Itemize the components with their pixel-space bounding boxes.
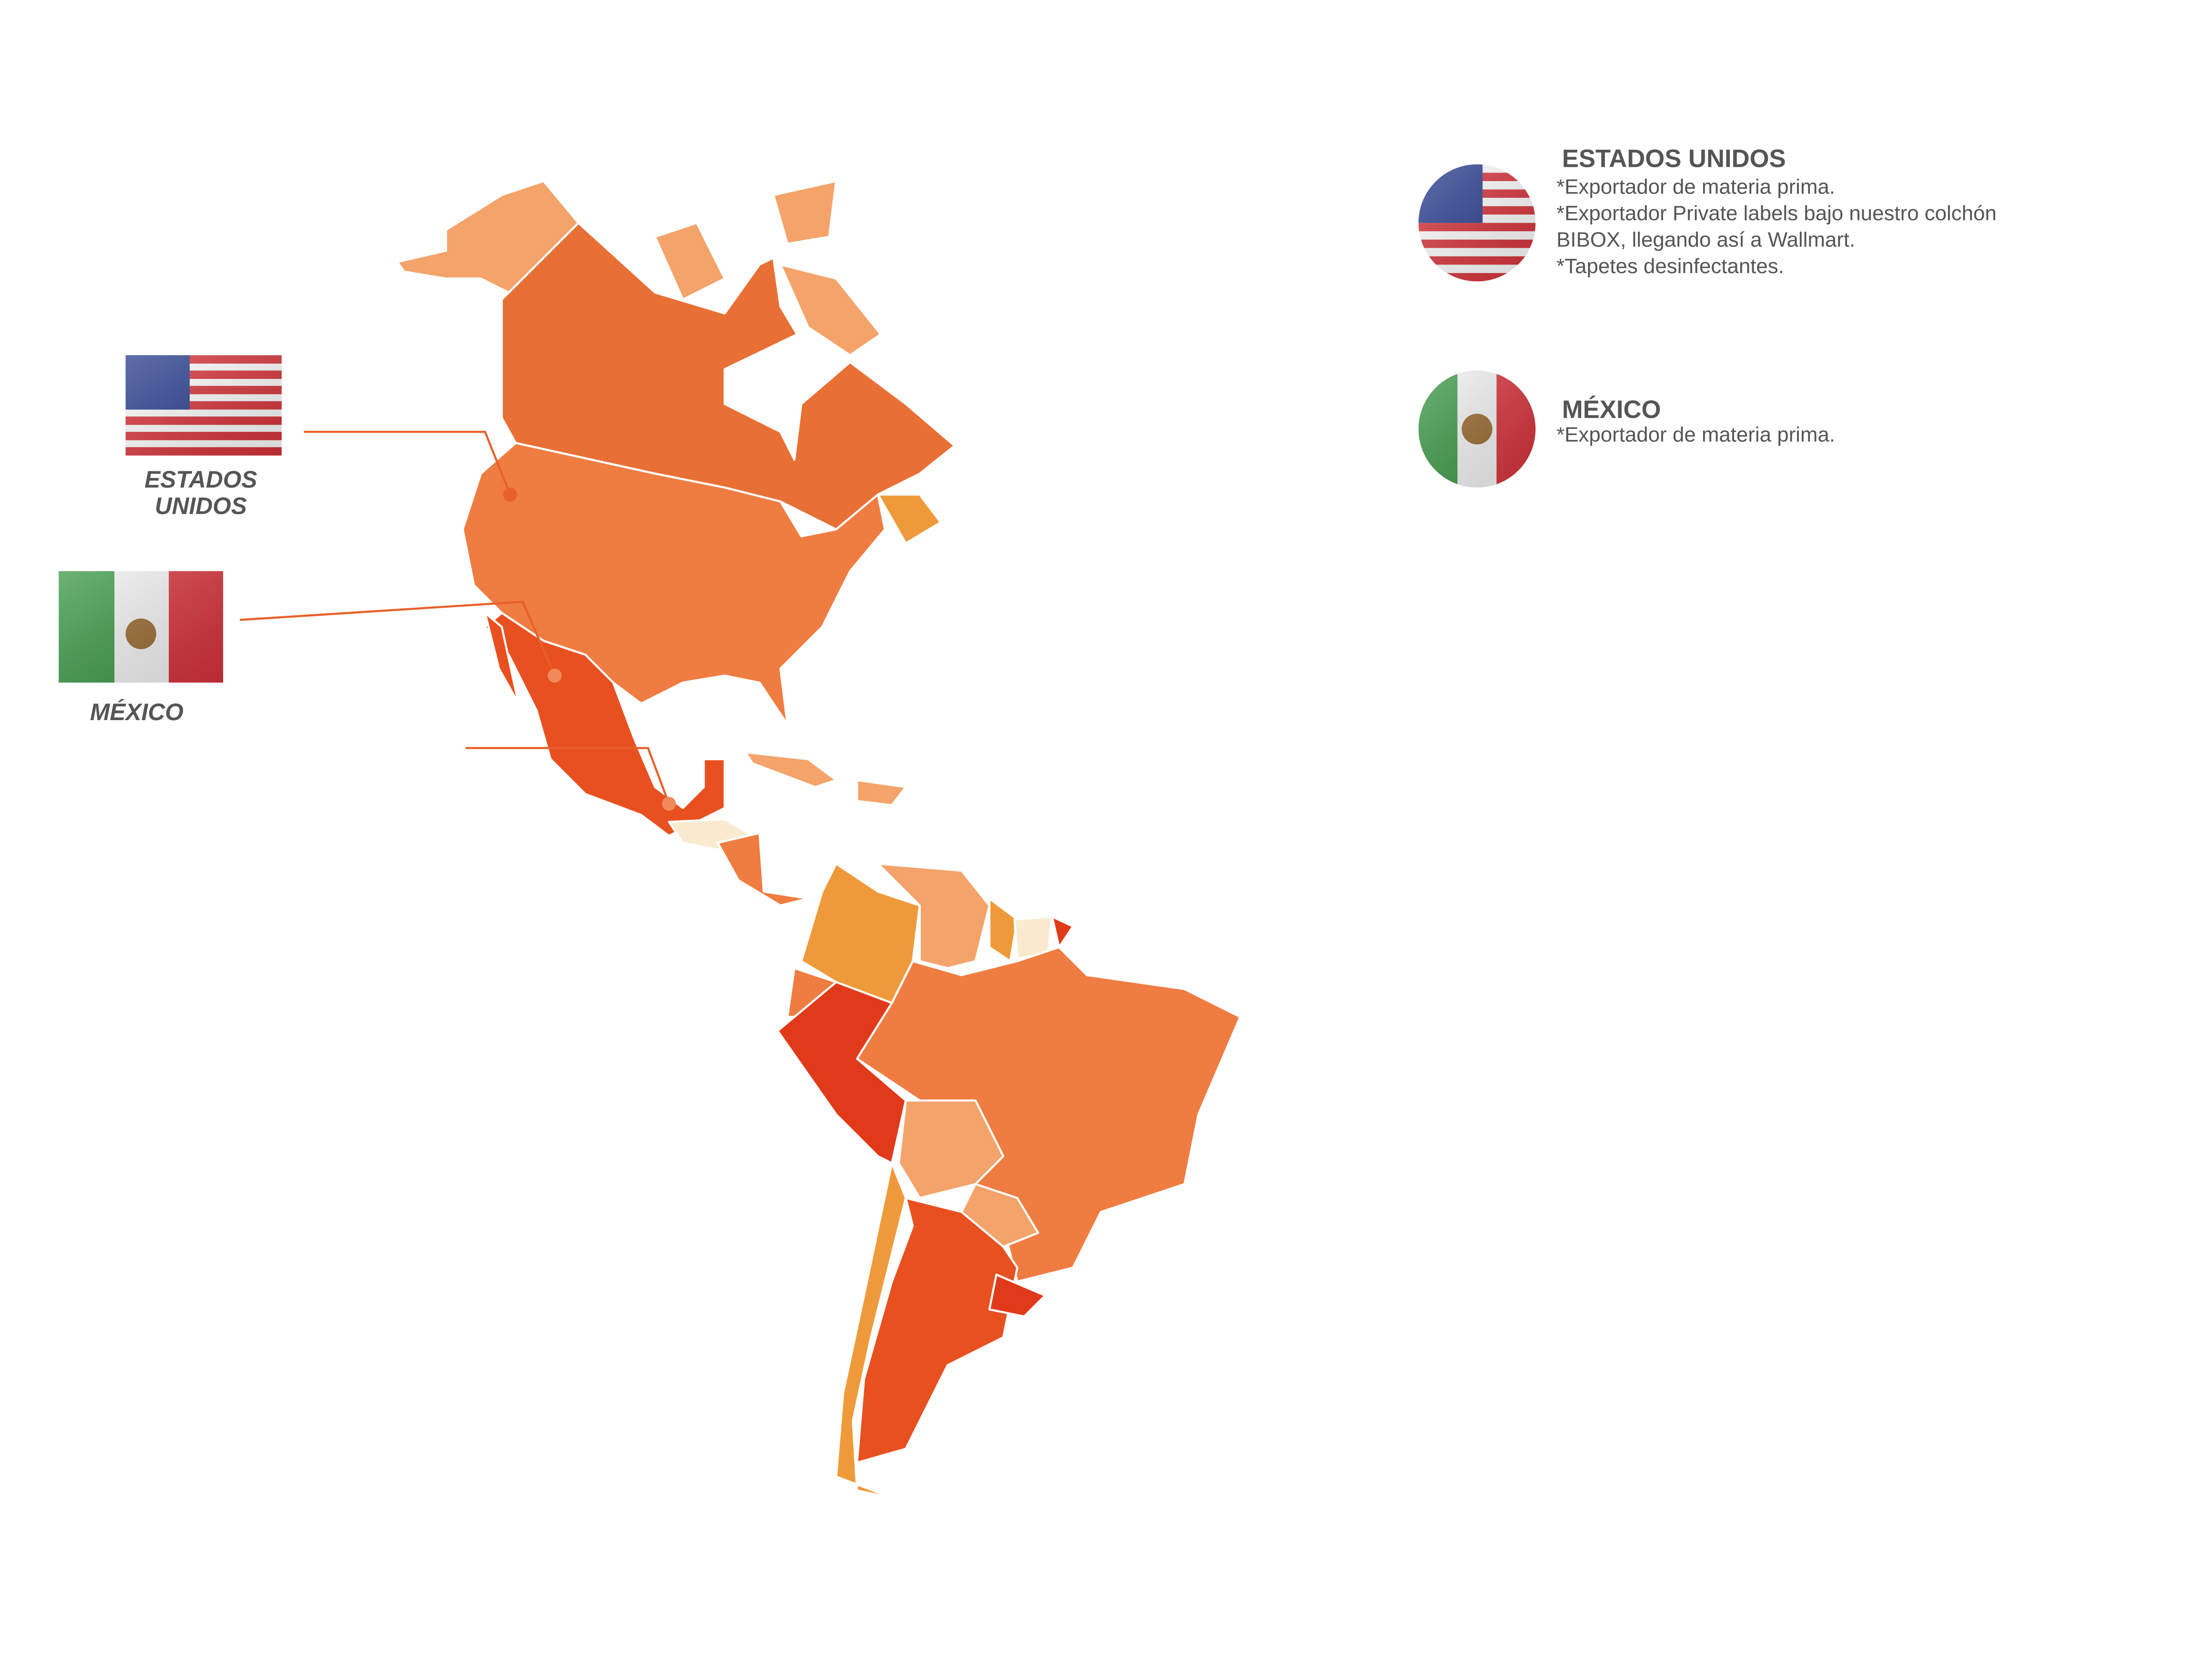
mx-flag-circle [1418,370,1536,488]
venezuela [877,862,990,969]
connector-dot [662,796,676,811]
baja [484,611,520,705]
french-guiana [1051,916,1074,948]
chile [835,1162,907,1499]
entry-title: ESTADOS UNIDOS [1562,145,1786,173]
central-america [716,832,809,907]
alaska [396,180,580,294]
connector-line [304,430,511,495]
flag-label: ESTADOS [144,466,257,493]
connector-line [240,601,556,676]
guyana [988,897,1019,962]
connector-dot [503,488,517,502]
uruguay [988,1273,1046,1318]
usa [461,442,886,726]
arctic-island [772,180,837,245]
arctic-island [654,222,726,301]
entry-line: *Exportador Private labels bajo nuestro … [1556,202,1996,225]
flag-label: UNIDOS [155,493,247,519]
entry-line: *Exportador de materia prima. [1556,423,1835,447]
entry-line: BIBOX, llegando así a Wallmart. [1556,228,1855,251]
entry-line: *Tapetes desinfectantes. [1556,255,1784,278]
entry-line: *Exportador de materia prima. [1556,175,1835,198]
caribbean [745,751,837,788]
us-flag-circle [1418,164,1536,282]
arctic-island [779,264,882,356]
connectors [240,430,676,811]
argentina [856,1197,1019,1464]
paraguay [960,1183,1040,1248]
entry-title: MÉXICO [1562,396,1661,424]
caribbean [856,779,907,806]
flag-shade [125,355,282,456]
connector-line [465,747,670,804]
map [396,180,1242,1499]
connector-dot [548,668,562,683]
mx-flag-wave [59,571,224,683]
mexico [484,611,726,837]
newfoundland [877,493,942,545]
flag-label: MÉXICO [90,699,184,725]
us-flag-wave [125,355,282,456]
